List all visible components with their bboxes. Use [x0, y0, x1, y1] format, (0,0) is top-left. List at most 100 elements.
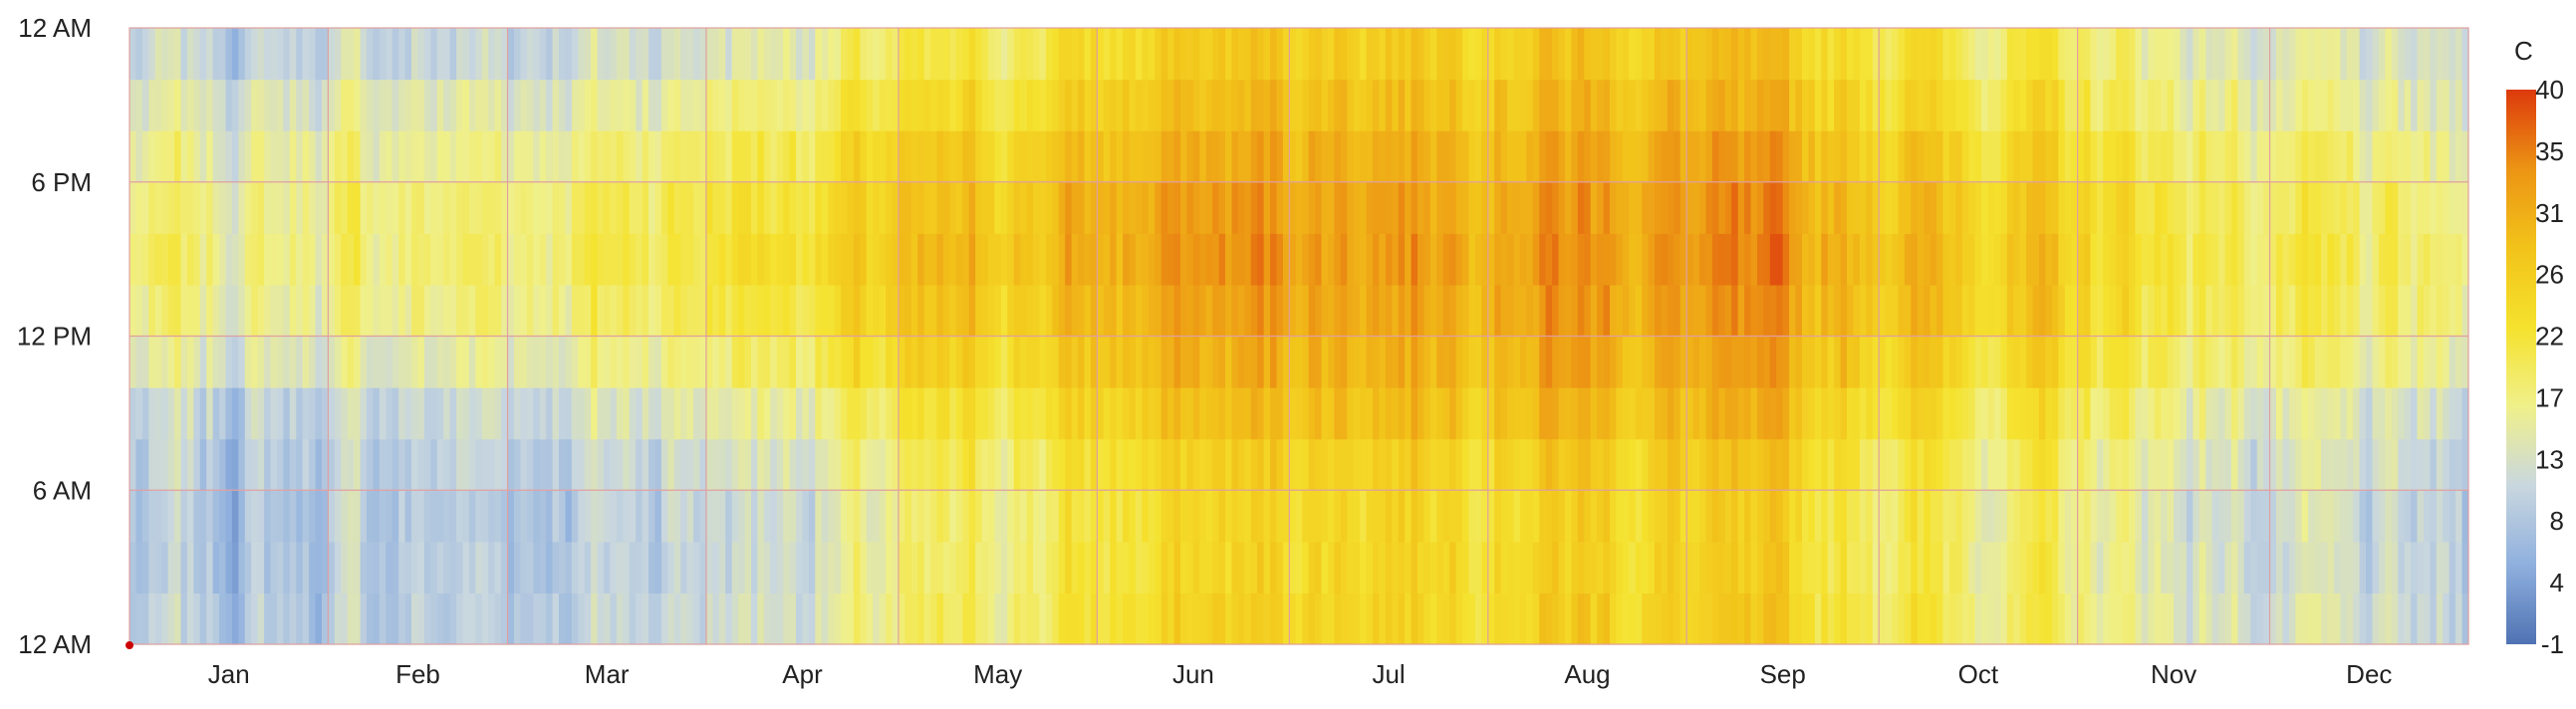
heat-cell [1532, 438, 1540, 491]
heat-cell [2359, 592, 2367, 645]
heat-cell [244, 284, 252, 338]
heat-cell [2308, 79, 2316, 131]
heat-cell [1192, 592, 1200, 645]
heat-cell [539, 181, 547, 234]
heat-cell [2039, 541, 2047, 594]
heat-cell [2417, 130, 2425, 183]
heat-cell [1379, 490, 1387, 543]
heat-cell [866, 28, 874, 81]
heat-cell [1552, 592, 1560, 645]
heat-cell [1853, 541, 1861, 594]
heat-cell [289, 233, 297, 286]
heat-cell [1276, 387, 1284, 440]
heat-cell [1750, 284, 1758, 338]
heat-cell [1789, 438, 1797, 491]
heat-cell [1405, 592, 1413, 645]
heat-cell [1225, 438, 1233, 491]
heat-cell [167, 387, 175, 440]
heat-cell [347, 336, 355, 388]
x-tick-label: Feb [395, 659, 440, 689]
heat-cell [430, 438, 438, 491]
heat-cell [475, 79, 483, 131]
heat-cell [391, 541, 399, 594]
heat-cell [199, 130, 207, 183]
heat-cell [616, 336, 624, 388]
heat-cell [1763, 541, 1771, 594]
heat-cell [1392, 490, 1400, 543]
heat-cell [2448, 130, 2456, 183]
heat-cell [860, 592, 868, 645]
heat-cell [1635, 541, 1643, 594]
heat-cell [2308, 490, 2316, 543]
heat-cell [738, 438, 746, 491]
heat-cell [462, 130, 470, 183]
heat-cell [1782, 336, 1790, 388]
heat-cell [219, 181, 227, 234]
heat-cell [1840, 181, 1848, 234]
heat-cell [1263, 541, 1271, 594]
heat-cell [1597, 28, 1605, 81]
heat-cell [1724, 181, 1732, 234]
heat-cell [161, 284, 169, 338]
heat-cell [386, 336, 393, 388]
heat-cell [2019, 336, 2027, 388]
heat-cell [2198, 387, 2206, 440]
heat-cell [2129, 79, 2137, 131]
heat-cell [1821, 233, 1829, 286]
heat-cell [763, 541, 771, 594]
heat-cell [949, 130, 957, 183]
heat-cell [507, 79, 515, 131]
heat-cell [2032, 438, 2040, 491]
heat-cell [328, 592, 336, 645]
heat-cell [488, 233, 496, 286]
heat-cell [1142, 181, 1150, 234]
heat-cell [2077, 130, 2085, 183]
heat-cell [623, 336, 631, 388]
heat-cell [526, 336, 534, 388]
heat-cell [1123, 592, 1131, 645]
heat-cell [1679, 490, 1687, 543]
heat-cell [2096, 233, 2104, 286]
heat-cell [1609, 130, 1618, 183]
heat-cell [1192, 490, 1200, 543]
heat-cell [1750, 438, 1758, 491]
heat-cell [654, 541, 662, 594]
heat-cell [2077, 490, 2085, 543]
heat-cell [738, 284, 746, 338]
heat-cell [1078, 438, 1086, 491]
heat-cell [1552, 130, 1560, 183]
heat-cell [2000, 438, 2008, 491]
heat-cell [1655, 79, 1663, 131]
heat-cell [1648, 28, 1656, 81]
heat-cell [654, 284, 662, 338]
heat-cell [1462, 28, 1470, 81]
heat-cell [2198, 541, 2206, 594]
heat-cell [1942, 438, 1950, 491]
heat-cell [705, 181, 713, 234]
heat-cell [1834, 387, 1842, 440]
heat-cell [1474, 181, 1482, 234]
heat-cell [1321, 387, 1329, 440]
heat-cell [513, 233, 521, 286]
heat-cell [1455, 28, 1463, 81]
heat-cell [1379, 592, 1387, 645]
heat-cell [1545, 130, 1553, 183]
heat-cell [1347, 592, 1355, 645]
heat-cell [2282, 592, 2290, 645]
heat-cell [1090, 181, 1098, 234]
heat-cell [1974, 438, 1982, 491]
heat-cell [2077, 541, 2085, 594]
heat-cell [597, 181, 605, 234]
heat-cell [129, 181, 137, 234]
heat-cell [1033, 336, 1041, 388]
heat-cell [186, 181, 194, 234]
heat-cell [994, 387, 1002, 440]
heat-cell [2346, 541, 2354, 594]
heat-cell [2129, 181, 2137, 234]
heat-cell [1782, 387, 1790, 440]
heat-cell [219, 541, 227, 594]
heat-cell [949, 284, 957, 338]
heat-cell [1699, 130, 1707, 183]
heat-cell [283, 438, 291, 491]
heat-cell [1257, 233, 1265, 286]
